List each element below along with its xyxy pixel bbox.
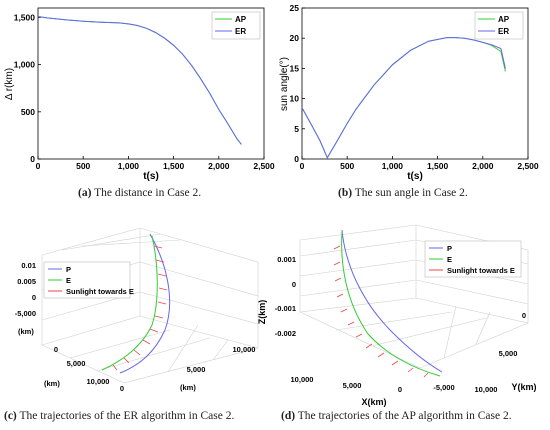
panel-c-3d-trajectory: P E Sunlight towards E 0.01 0.005 0 -5,0… bbox=[15, 227, 259, 393]
panel-d-legend-sun-label: Sunlight towards E bbox=[447, 266, 515, 275]
panel-a-legend-box bbox=[211, 11, 261, 40]
panel-b-sun-angle-chart: 0 5 10 15 20 25 0 500 1,000 1,500 2,000 2,500 t(s)… bbox=[279, 3, 539, 182]
panel-d-legend-e-label: E bbox=[447, 255, 452, 264]
panel-c-legend-p-label: P bbox=[66, 265, 71, 274]
caption-c-tag: (c) bbox=[4, 410, 17, 422]
panel-d-trajectory-e bbox=[341, 231, 441, 377]
panel-d-zlabel: Z(km) bbox=[257, 300, 267, 325]
panel-c-ztick-0: 0.01 bbox=[21, 261, 36, 270]
caption-c: (c) The trajectories of the ER algorithm… bbox=[4, 410, 234, 422]
panel-c-ztick-1: 0.005 bbox=[17, 277, 36, 286]
panel-d-xtick-0: 10,000 bbox=[291, 375, 314, 384]
panel-b-xlabel: t(s) bbox=[407, 171, 423, 182]
caption-a-text: The distance in Case 2. bbox=[94, 187, 202, 199]
a-xtick-label: 2,000 bbox=[208, 161, 230, 171]
panel-d-legend: P E Sunlight towards E bbox=[424, 240, 522, 278]
panel-c-xlabel: (km) bbox=[180, 383, 196, 392]
b-xtick-label: 1,000 bbox=[382, 161, 404, 171]
panel-d-xlabel: X(km) bbox=[361, 397, 386, 407]
a-xtick-label: 500 bbox=[76, 161, 90, 171]
panel-b-legend-box bbox=[474, 11, 524, 40]
panel-d-3d-box bbox=[299, 224, 529, 369]
panel-d-xtick-1: 5,000 bbox=[343, 381, 362, 390]
a-xtick-label: 2,500 bbox=[253, 161, 275, 171]
panel-d-trajectory-p bbox=[341, 229, 443, 373]
panel-c-ytick-1: 5,000 bbox=[67, 359, 86, 368]
a-ytick-label: 500 bbox=[21, 107, 35, 117]
panel-b-legend-er-label: ER bbox=[498, 27, 509, 36]
b-series-er bbox=[301, 37, 506, 159]
panel-c-xtick-1: 5,000 bbox=[187, 365, 206, 374]
b-ytick-label: 15 bbox=[290, 63, 300, 73]
a-xtick-label: 0 bbox=[36, 161, 41, 171]
b-xtick-label: 2,000 bbox=[472, 161, 494, 171]
a-xtick-label: 1,500 bbox=[163, 161, 185, 171]
b-ytick-label: 5 bbox=[294, 124, 299, 134]
panel-a-legend-er-label: ER bbox=[235, 27, 246, 36]
panel-d-ytick-1: 5,000 bbox=[499, 349, 518, 358]
panel-c-trajectory-e bbox=[101, 235, 158, 371]
b-ytick-label: 25 bbox=[290, 3, 300, 13]
panel-d-ytick-0: 0 bbox=[522, 311, 526, 320]
panel-d-3d-trajectory: P E Sunlight towards E 0.001 0 -0.001 -0… bbox=[257, 224, 537, 407]
panel-d-xtick-3: -5,000 bbox=[433, 383, 454, 392]
panel-d-xtick-2: 0 bbox=[398, 385, 402, 394]
caption-a-tag: (a) bbox=[78, 187, 92, 199]
panel-c-ytick-2: 10,000 bbox=[87, 377, 110, 386]
a-ytick-label: 0 bbox=[30, 154, 35, 164]
caption-a: (a) The distance in Case 2. bbox=[78, 187, 201, 199]
a-ytick-label: 1,500 bbox=[14, 12, 36, 22]
panel-d-ztick-3: -0.002 bbox=[275, 329, 296, 338]
panel-c-ytick-0: 0 bbox=[54, 345, 58, 354]
panel-c-tick-labels: 0.01 0.005 0 -5,000 0 5,000 10,000 0 5,0… bbox=[15, 261, 256, 393]
panel-a-legend: AP ER bbox=[211, 11, 261, 40]
panel-c-sunlight-markers bbox=[112, 245, 168, 371]
panel-c-zlabel: (km) bbox=[18, 327, 34, 336]
panel-d-legend-p-label: P bbox=[447, 244, 452, 253]
panel-c-xtick-0: 0 bbox=[120, 384, 124, 393]
panel-d-ylabel: Y(km) bbox=[511, 382, 536, 392]
panel-a-legend-ap-label: AP bbox=[235, 15, 247, 24]
panel-c-legend: P E Sunlight towards E bbox=[43, 261, 134, 299]
b-ytick-label: 20 bbox=[290, 33, 300, 43]
panel-c-ztick-3: -5,000 bbox=[15, 309, 36, 318]
panel-d-sunlight-markers bbox=[333, 245, 429, 378]
panel-c-legend-sun-label: Sunlight towards E bbox=[66, 287, 134, 296]
caption-c-text: The trajectories of the ER algorithm in … bbox=[19, 410, 235, 422]
panel-a-xlabel: t(s) bbox=[143, 171, 159, 182]
panel-d-ztick-0: 0.001 bbox=[277, 255, 296, 264]
caption-d-text: The trajectories of the AP algorithm in … bbox=[297, 410, 512, 422]
b-xtick-label: 1,500 bbox=[427, 161, 449, 171]
panel-d-ytick-2: 10,000 bbox=[475, 385, 498, 394]
caption-d-tag: (d) bbox=[281, 410, 296, 422]
panel-c-xtick-2: 10,000 bbox=[233, 345, 256, 354]
caption-d: (d) The trajectories of the AP algorithm… bbox=[281, 410, 512, 422]
panel-c-legend-e-label: E bbox=[66, 276, 71, 285]
panel-c-trajectory-p bbox=[119, 233, 171, 374]
b-ytick-label: 10 bbox=[290, 94, 300, 104]
b-xtick-label: 500 bbox=[340, 161, 354, 171]
a-series-er bbox=[37, 16, 242, 145]
caption-b-tag: (b) bbox=[338, 187, 353, 199]
panel-a-ylabel: Δ r(km) bbox=[4, 68, 15, 100]
b-ytick-label: 0 bbox=[294, 154, 299, 164]
panel-c-ylabel: (km) bbox=[44, 379, 60, 388]
panel-b-legend-ap-label: AP bbox=[498, 15, 510, 24]
panel-d-ztick-2: -0.001 bbox=[275, 304, 296, 313]
a-ytick-label: 1,000 bbox=[14, 60, 36, 70]
panel-c-ztick-2: 0 bbox=[32, 293, 36, 302]
b-xtick-label: 2,500 bbox=[517, 161, 539, 171]
panel-d-tick-labels: 0.001 0 -0.001 -0.002 10,000 5,000 0 -5,… bbox=[275, 255, 526, 394]
panel-d-ztick-1: 0 bbox=[292, 280, 296, 289]
panel-b-ylabel: sun angle(°) bbox=[279, 57, 290, 111]
caption-b-text: The sun angle in Case 2. bbox=[354, 187, 468, 199]
caption-b: (b) The sun angle in Case 2. bbox=[338, 187, 468, 199]
panel-b-legend: AP ER bbox=[474, 11, 524, 40]
a-xtick-label: 1,000 bbox=[118, 161, 140, 171]
b-xtick-label: 0 bbox=[300, 161, 305, 171]
